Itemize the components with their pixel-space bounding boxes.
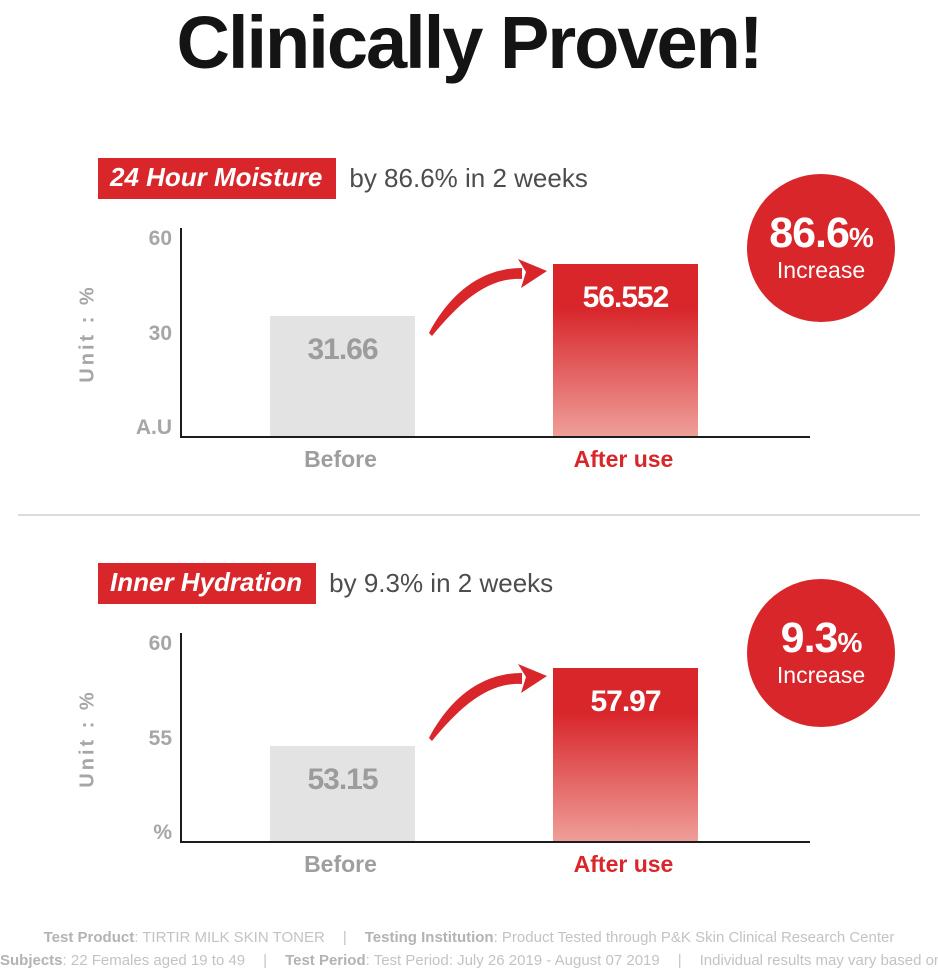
y-tick: 30	[148, 322, 172, 345]
bar-value: 53.15	[307, 763, 378, 796]
section-subtitle: by 86.6% in 2 weeks	[349, 163, 588, 193]
footer-label: Subjects	[0, 952, 63, 969]
bar-value: 57.97	[590, 685, 661, 718]
footer-separator: |	[342, 929, 347, 946]
y-tick: %	[153, 821, 172, 844]
footer-disclaimer: Test Product: TIRTIR MILK SKIN TONER | Tes…	[0, 926, 938, 972]
y-tick: A.U	[135, 416, 172, 439]
footer-text: : 22 Females aged 19 to 49	[62, 952, 246, 969]
increase-circle-badge: 86.6% Increase	[747, 174, 895, 322]
section-badge: Inner Hydration	[98, 563, 317, 604]
bar-after-use: 57.97	[553, 668, 698, 841]
footer-text: Individual results may vary based on ski…	[699, 952, 938, 969]
y-tick: 60	[148, 227, 172, 250]
bar-before: 31.66	[270, 316, 415, 436]
section-subtitle: by 9.3% in 2 weeks	[329, 568, 554, 598]
bar-before: 53.15	[270, 746, 415, 841]
plot-area: 53.15 57.97	[180, 633, 810, 843]
bar-after-use: 56.552	[553, 264, 698, 436]
x-label-after-use: After use	[573, 446, 674, 472]
increase-word: Increase	[776, 257, 866, 283]
section-divider	[18, 514, 920, 516]
chart-section-24h-moisture: 24 Hour Moisture by 86.6% in 2 weeks Uni…	[0, 150, 938, 495]
footer-label: Test Period	[285, 952, 366, 969]
footer-line-2: Subjects: 22 Females aged 19 to 49 | Test …	[0, 949, 938, 972]
chart-section-inner-hydration: Inner Hydration by 9.3% in 2 weeks Unit …	[0, 555, 938, 900]
page-title: Clinically Proven!	[176, 1, 764, 84]
section-header: 24 Hour Moisture by 86.6% in 2 weeks	[98, 158, 588, 199]
x-label-before: Before	[304, 446, 377, 472]
increase-word: Increase	[776, 662, 866, 688]
increase-arrow-icon	[429, 259, 547, 336]
increase-percent: 86.6%	[769, 209, 874, 257]
footer-text: : Product Tested through P&K Skin Clinic…	[493, 929, 895, 946]
plot-area: 31.66 56.552	[180, 228, 810, 438]
section-badge: 24 Hour Moisture	[98, 158, 337, 199]
y-tick: 60	[148, 632, 172, 655]
footer-label: Testing Institution	[364, 929, 494, 946]
footer-label: Test Product	[43, 929, 135, 946]
section-header: Inner Hydration by 9.3% in 2 weeks	[98, 563, 553, 604]
increase-arrow-icon	[429, 664, 547, 741]
y-tick: 55	[148, 727, 172, 750]
footer-separator: |	[263, 952, 268, 969]
increase-circle-badge: 9.3% Increase	[747, 579, 895, 727]
footer-text: : Test Period: July 26 2019 - August 07 …	[365, 952, 660, 969]
bar-value: 31.66	[307, 333, 378, 366]
x-label-after-use: After use	[573, 851, 674, 877]
bar-value: 56.552	[582, 281, 670, 314]
footer-text: : TIRTIR MILK SKIN TONER	[134, 929, 325, 946]
footer-separator: |	[677, 952, 682, 969]
footer-line-1: Test Product: TIRTIR MILK SKIN TONER | Tes…	[0, 926, 938, 949]
x-label-before: Before	[304, 851, 377, 877]
increase-percent: 9.3%	[780, 614, 863, 662]
